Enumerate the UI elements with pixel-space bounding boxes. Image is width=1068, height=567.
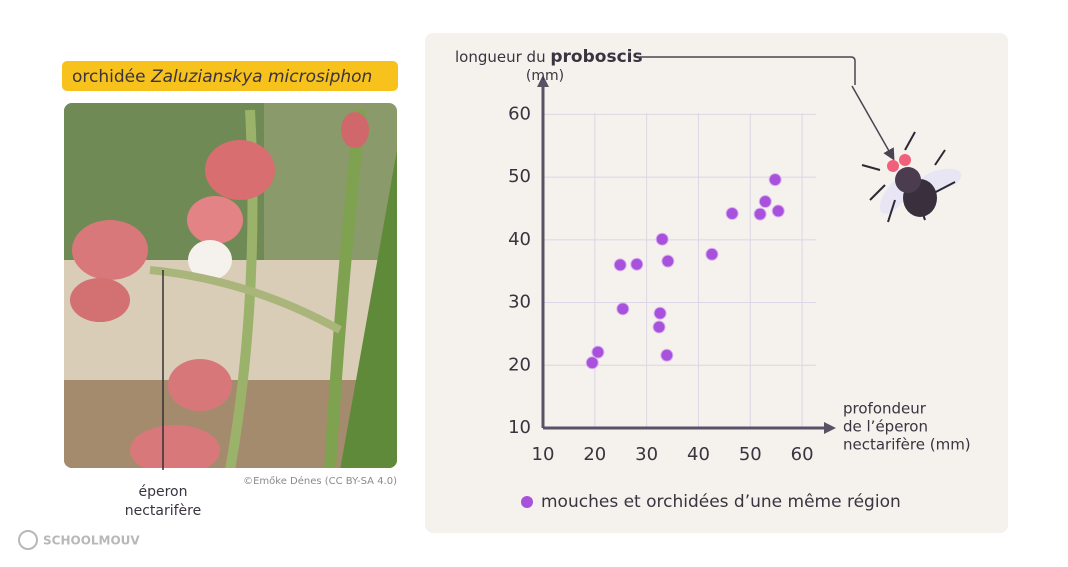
fly-illustration <box>640 56 962 223</box>
x-tick-label: 50 <box>739 444 762 465</box>
x-tick-label: 10 <box>532 444 555 465</box>
y-tick-label: 40 <box>508 229 531 250</box>
y-axis-arrow <box>537 75 549 87</box>
logo-icon <box>18 530 38 550</box>
y-tick-label: 50 <box>508 166 531 187</box>
chart: 10 20 30 40 50 60 10 20 30 40 50 60 longueur du prob… <box>455 47 971 512</box>
x-tick-label: 20 <box>583 444 606 465</box>
photo <box>64 103 397 468</box>
y-axis-unit: (mm) <box>526 68 564 84</box>
photo-credit: ©Emőke Dénes (CC BY-SA 4.0) <box>243 475 397 487</box>
data-point <box>705 247 719 261</box>
data-point <box>652 320 666 334</box>
data-point <box>591 345 605 359</box>
logo: SCHOOLMOUV <box>43 534 140 548</box>
x-axis-label: de l’éperon <box>843 418 928 436</box>
x-tick-label: 60 <box>791 444 814 465</box>
spur-label: éperon <box>139 484 188 500</box>
title-italic: Zaluzianskya microsiphon <box>150 67 372 87</box>
x-axis-arrow <box>824 422 836 434</box>
y-axis-label: longueur du proboscis <box>455 47 643 67</box>
data-point <box>585 356 599 370</box>
data-point <box>661 254 675 268</box>
data-point <box>653 306 667 320</box>
data-point <box>725 206 739 220</box>
title-plain: orchidée <box>72 67 146 87</box>
y-label-bold: proboscis <box>550 47 642 67</box>
spur-label: nectarifère <box>125 503 202 519</box>
x-axis-label: profondeur <box>843 400 927 418</box>
y-tick-label: 30 <box>508 292 531 313</box>
data-point <box>630 257 644 271</box>
data-point <box>655 232 669 246</box>
x-axis-label: nectarifère (mm) <box>843 436 971 454</box>
data-point <box>616 302 630 316</box>
data-point <box>768 173 782 187</box>
data-point <box>758 195 772 209</box>
y-tick-label: 10 <box>508 417 531 438</box>
x-tick-label: 30 <box>635 444 658 465</box>
data-point <box>753 207 767 221</box>
data-point <box>660 348 674 362</box>
legend-label: mouches et orchidées d’une même région <box>541 492 901 512</box>
x-tick-label: 40 <box>687 444 710 465</box>
legend-marker <box>521 496 533 508</box>
photo-title: orchidée Zaluzianskya microsiphon <box>72 67 372 87</box>
y-label-text: longueur du <box>455 48 546 66</box>
data-point <box>613 258 627 272</box>
chart-panel <box>425 33 1008 533</box>
y-tick-label: 60 <box>508 103 531 124</box>
title-badge <box>62 61 398 91</box>
y-tick-label: 20 <box>508 354 531 375</box>
data-point <box>771 204 785 218</box>
